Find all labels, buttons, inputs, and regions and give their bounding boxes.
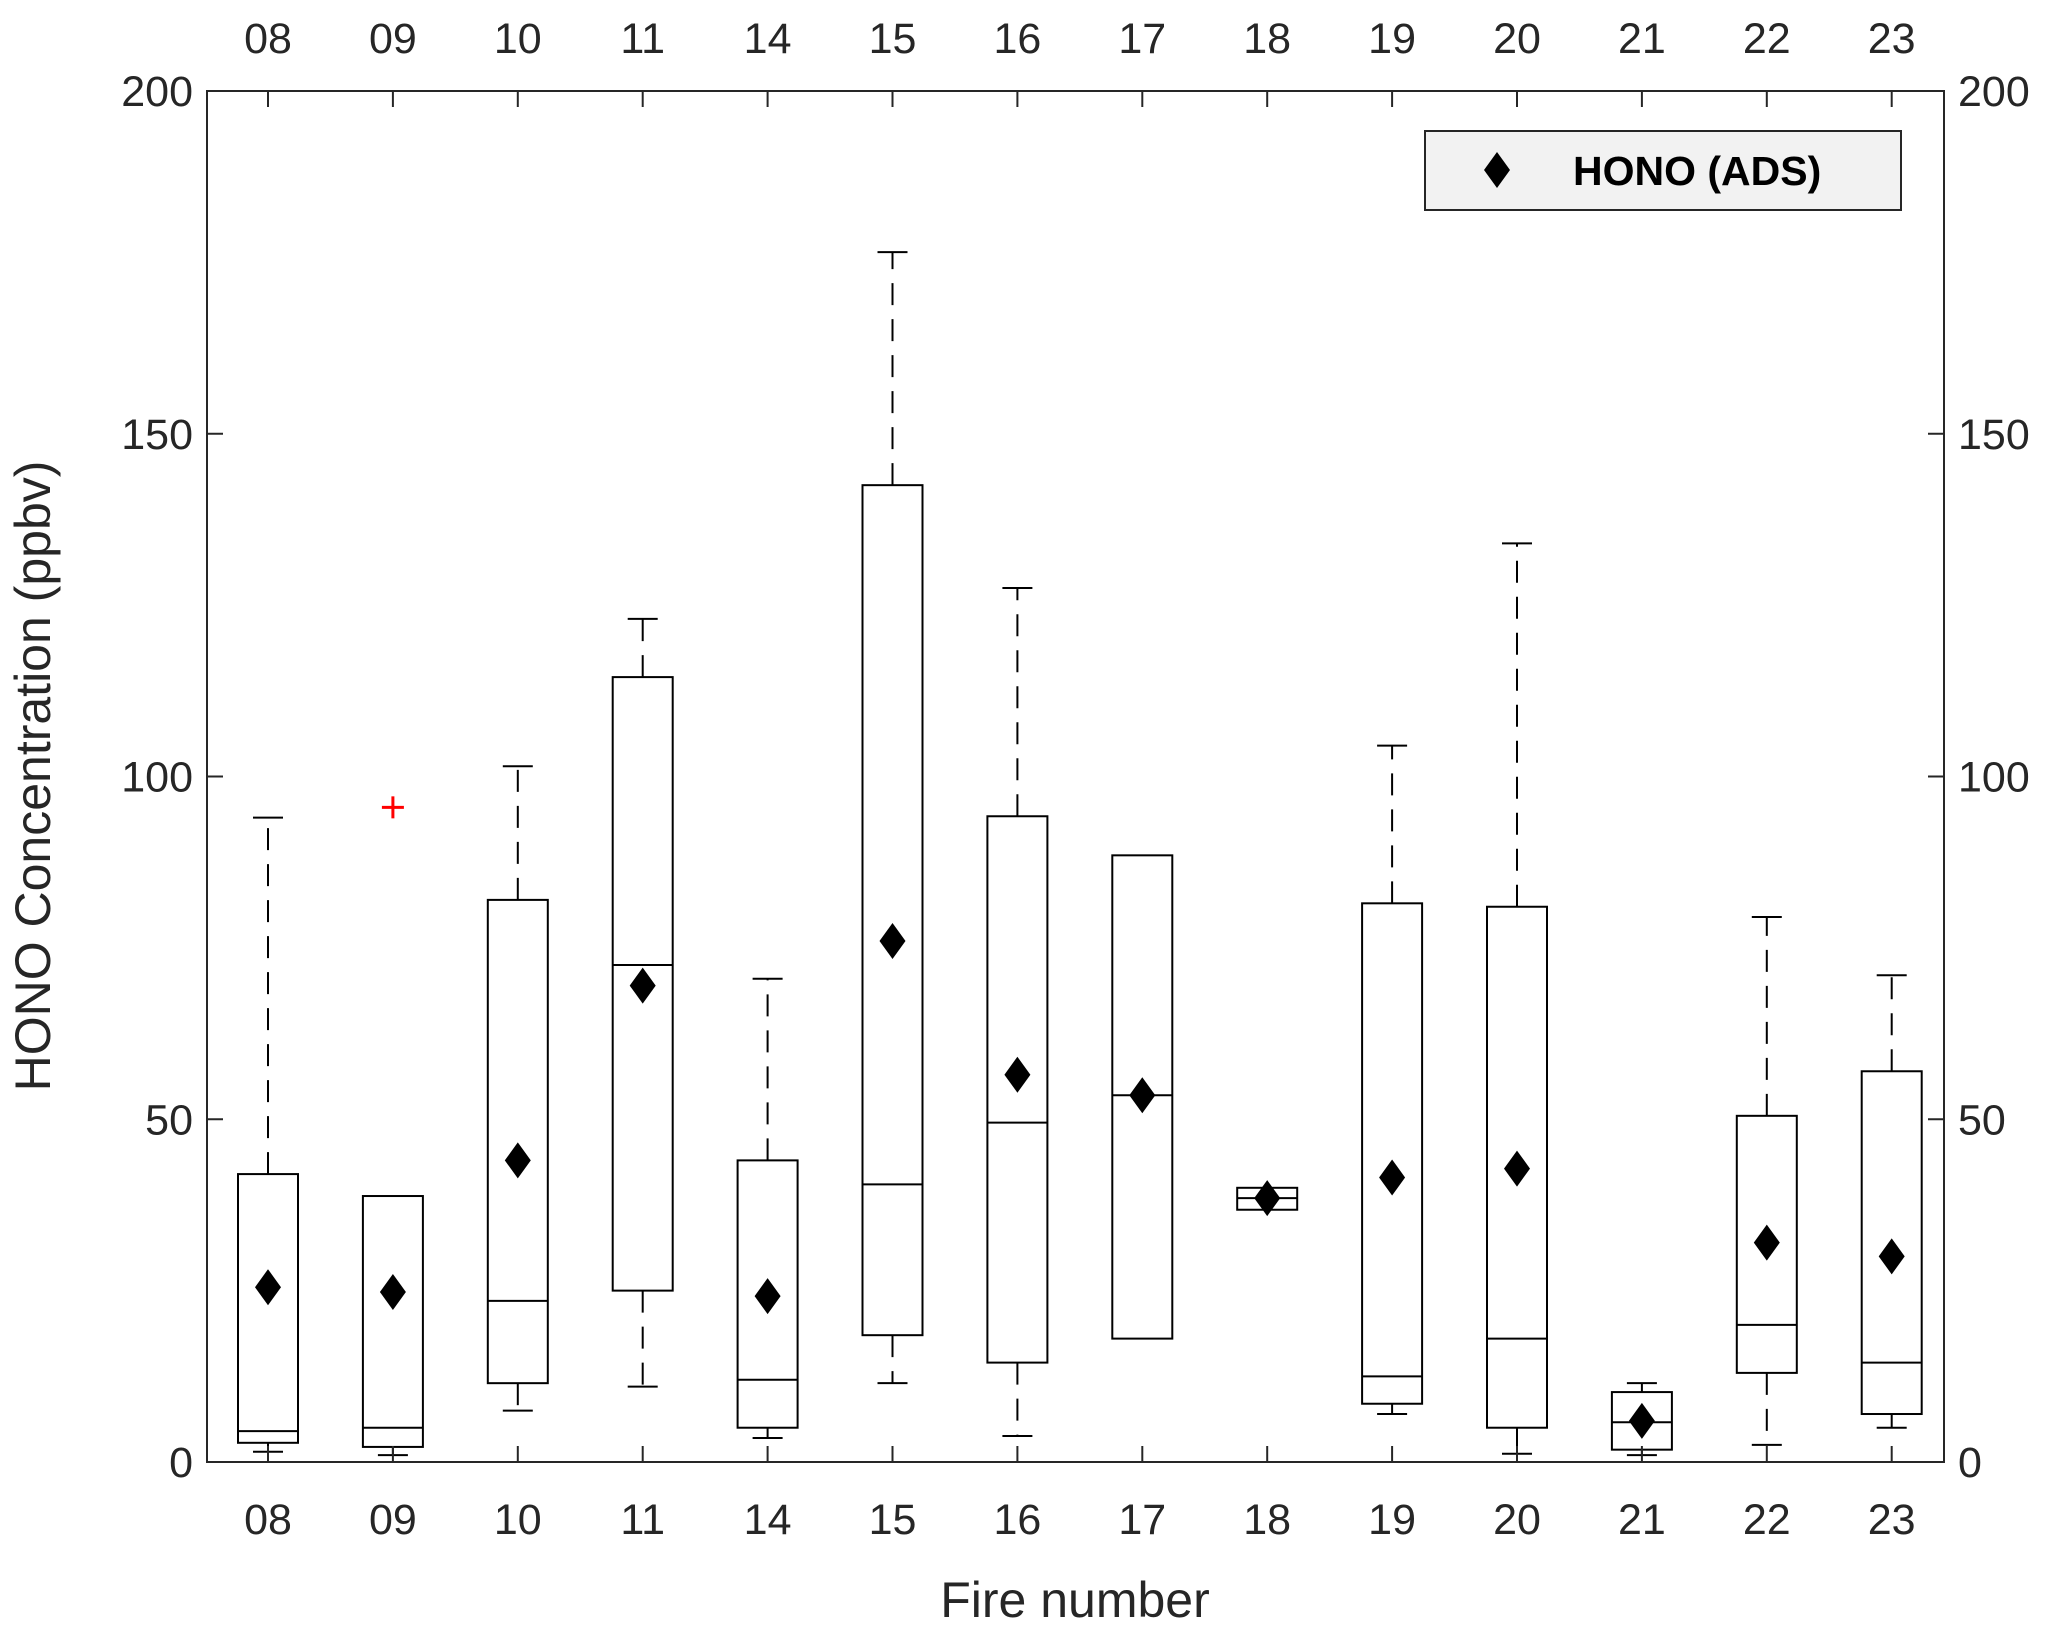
x-tick-label-top: 19 [1368, 15, 1416, 63]
box-23 [1860, 974, 1923, 1429]
x-tick-label-top: 18 [1243, 15, 1291, 63]
x-tick-label-top: 09 [369, 15, 417, 63]
x-tick-label-top: 23 [1868, 15, 1916, 63]
y-tick-label-left: 200 [121, 68, 193, 116]
x-tick-label-top: 21 [1618, 15, 1666, 63]
mean-marker-19 [1379, 1159, 1406, 1196]
mean-markers-layer [255, 923, 1905, 1439]
x-tick-label-bottom: 20 [1493, 1496, 1541, 1544]
x-tick-label-bottom: 15 [869, 1496, 917, 1544]
y-axis-title: HONO Concentration (ppbv) [5, 461, 61, 1092]
boxes-layer [237, 251, 1923, 1457]
mean-marker-18 [1254, 1180, 1281, 1217]
x-tick-label-top: 17 [1118, 15, 1166, 63]
box-16 [986, 586, 1049, 1437]
mean-marker-09 [379, 1273, 406, 1310]
mean-marker-14 [754, 1278, 781, 1315]
plot-area [207, 91, 1944, 1462]
x-tick-label-bottom: 22 [1743, 1496, 1791, 1544]
x-axis-title: Fire number [940, 1572, 1210, 1628]
iqr-box [736, 1159, 799, 1429]
y-tick-label-right: 150 [1958, 411, 2030, 459]
x-tick-label-bottom: 09 [369, 1496, 417, 1544]
y-tick-label-left: 150 [121, 411, 193, 459]
x-tick-label-top: 22 [1743, 15, 1791, 63]
ticks-layer: 08 08 09 09 10 10 11 11 14 14 15 15 16 16 17 17 18 18 19 19… [121, 15, 2030, 1544]
iqr-box [486, 898, 549, 1385]
x-tick-label-bottom: 10 [494, 1496, 542, 1544]
x-tick-label-bottom: 14 [744, 1496, 792, 1544]
y-tick-label-right: 50 [1958, 1096, 2006, 1144]
y-tick-label-right: 200 [1958, 68, 2030, 116]
y-tick-label-left: 50 [145, 1096, 193, 1144]
x-tick-label-bottom: 16 [993, 1496, 1041, 1544]
iqr-box [1860, 1070, 1923, 1416]
x-tick-label-top: 20 [1493, 15, 1541, 63]
x-tick-label-top: 15 [869, 15, 917, 63]
iqr-box [861, 484, 924, 1337]
x-tick-label-top: 16 [993, 15, 1041, 63]
mean-marker-23 [1878, 1238, 1905, 1275]
x-tick-label-bottom: 18 [1243, 1496, 1291, 1544]
x-tick-label-top: 08 [244, 15, 292, 63]
box-15 [861, 251, 924, 1385]
mean-marker-16 [1004, 1056, 1031, 1093]
iqr-box [237, 1173, 299, 1444]
iqr-box [1735, 1114, 1798, 1374]
legend-diamond-icon [1484, 152, 1510, 188]
iqr-box [1361, 902, 1424, 1405]
box-14 [736, 977, 799, 1440]
outlier-marker [381, 796, 404, 819]
box-10 [486, 765, 549, 1412]
mean-marker-17 [1129, 1077, 1156, 1114]
x-tick-label-top: 14 [744, 15, 792, 63]
box-22 [1735, 916, 1798, 1446]
y-tick-label-right: 0 [1958, 1439, 1982, 1487]
x-tick-label-top: 11 [620, 15, 665, 63]
mean-marker-22 [1753, 1224, 1780, 1261]
y-tick-label-right: 100 [1958, 754, 2030, 802]
mean-marker-21 [1628, 1402, 1655, 1439]
iqr-box [1111, 854, 1174, 1340]
x-tick-label-bottom: 17 [1118, 1496, 1166, 1544]
x-tick-label-top: 10 [494, 15, 542, 63]
iqr-box [1486, 905, 1548, 1429]
legend-label: HONO (ADS) [1573, 148, 1821, 194]
x-tick-label-bottom: 23 [1868, 1496, 1916, 1544]
iqr-box [611, 676, 674, 1292]
x-tick-label-bottom: 19 [1368, 1496, 1416, 1544]
x-tick-label-bottom: 11 [620, 1496, 665, 1544]
box-19 [1361, 744, 1424, 1416]
legend: HONO (ADS) [1424, 130, 1902, 211]
y-tick-label-left: 100 [121, 754, 193, 802]
box-11 [611, 617, 674, 1388]
x-tick-label-bottom: 08 [244, 1496, 292, 1544]
y-tick-label-left: 0 [169, 1439, 193, 1487]
box-20 [1486, 542, 1548, 1455]
x-tick-label-bottom: 21 [1618, 1496, 1666, 1544]
box-08 [237, 816, 299, 1453]
iqr-box [986, 815, 1049, 1364]
mean-marker-10 [504, 1142, 531, 1179]
mean-marker-11 [629, 967, 656, 1004]
mean-marker-08 [255, 1269, 281, 1306]
mean-marker-20 [1504, 1150, 1530, 1187]
mean-marker-15 [879, 923, 906, 960]
